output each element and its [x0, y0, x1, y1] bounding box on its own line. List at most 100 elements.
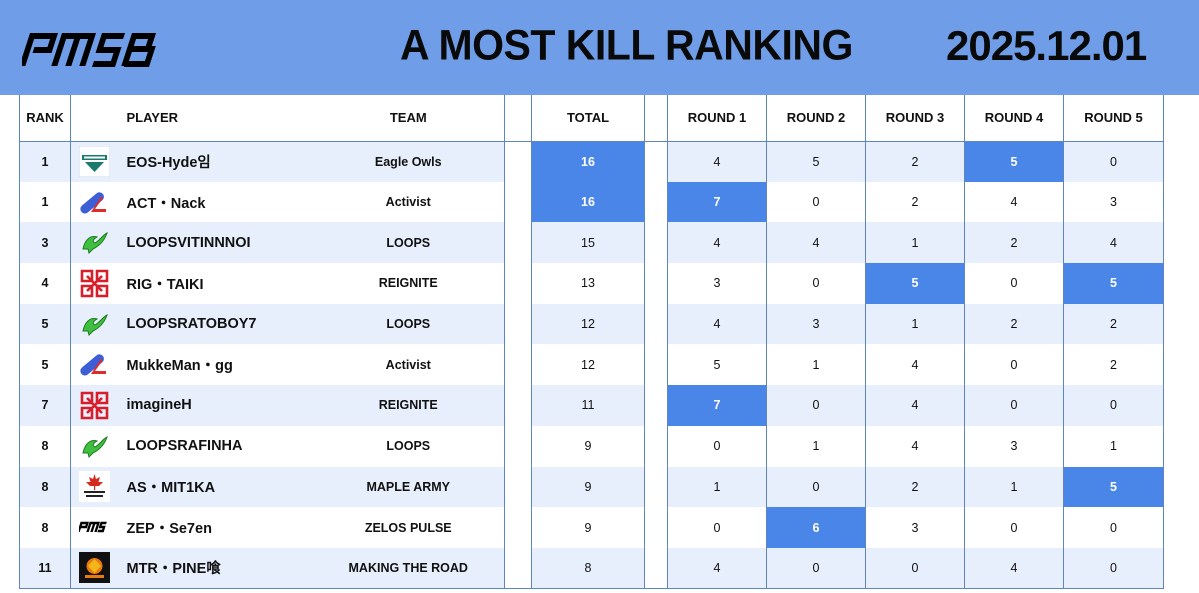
round-3-kills-cell: 4 — [866, 426, 965, 467]
column-gap — [645, 385, 668, 426]
eagle-owls-logo-icon — [71, 146, 119, 177]
round-4-kills-cell: 0 — [965, 263, 1064, 304]
rank-cell: 1 — [20, 141, 71, 182]
column-gap — [645, 467, 668, 508]
team-name: Activist — [313, 344, 505, 385]
team-logo-cell — [71, 507, 119, 548]
column-gap — [505, 507, 532, 548]
round-3-kills-cell: 3 — [866, 507, 965, 548]
round-3-kills-cell: 1 — [866, 222, 965, 263]
round-1-kills-cell: 4 — [668, 304, 767, 345]
total-kills-cell: 9 — [532, 426, 645, 467]
col-header-logo — [71, 95, 119, 141]
player-name: imagineH — [119, 385, 313, 426]
table-row: 11 MTR・PINE喰 MAKING THE ROAD 8 4 0 0 4 0 — [20, 548, 1164, 589]
column-gap — [645, 182, 668, 223]
round-5-kills-cell: 2 — [1064, 344, 1164, 385]
total-kills-cell: 9 — [532, 467, 645, 508]
round-4-kills-cell: 0 — [965, 385, 1064, 426]
round-1-kills-cell: 4 — [668, 548, 767, 589]
team-logo-cell — [71, 426, 119, 467]
table-row: 5 MukkeMan・gg Activist 12 5 1 4 0 2 — [20, 344, 1164, 385]
round-5-kills-cell: 4 — [1064, 222, 1164, 263]
total-kills-cell: 12 — [532, 344, 645, 385]
round-3-kills-cell: 4 — [866, 344, 965, 385]
team-name: LOOPS — [313, 304, 505, 345]
column-gap — [505, 141, 532, 182]
column-gap — [505, 548, 532, 589]
table-row: 1 EOS-Hyde임 Eagle Owls 16 4 5 2 5 0 — [20, 141, 1164, 182]
col-header-round4: ROUND 4 — [965, 95, 1064, 141]
team-logo-cell — [71, 182, 119, 223]
round-5-kills-cell: 3 — [1064, 182, 1164, 223]
header-banner: A MOST KILL RANKING 2025.12.01 — [0, 0, 1199, 95]
round-1-kills-cell: 0 — [668, 507, 767, 548]
round-1-kills-cell: 7 — [668, 182, 767, 223]
team-name: Activist — [313, 182, 505, 223]
round-5-kills-cell: 5 — [1064, 467, 1164, 508]
rank-cell: 11 — [20, 548, 71, 589]
making-the-road-logo-icon — [71, 552, 119, 583]
col-header-rank: RANK — [20, 95, 71, 141]
column-gap — [505, 467, 532, 508]
round-4-kills-cell: 1 — [965, 467, 1064, 508]
table-row: 7 imagineH REIGNITE 11 7 0 4 0 0 — [20, 385, 1164, 426]
column-gap — [505, 426, 532, 467]
col-header-total: TOTAL — [532, 95, 645, 141]
total-kills-cell: 15 — [532, 222, 645, 263]
team-logo-cell — [71, 304, 119, 345]
table-row: 4 RIG・TAIKI REIGNITE 13 3 0 5 0 5 — [20, 263, 1164, 304]
col-header-team: TEAM — [313, 95, 505, 141]
player-name: RIG・TAIKI — [119, 263, 313, 304]
round-3-kills-cell: 4 — [866, 385, 965, 426]
round-2-kills-cell: 0 — [767, 548, 866, 589]
total-kills-cell: 9 — [532, 507, 645, 548]
total-kills-cell: 16 — [532, 141, 645, 182]
player-name: ZEP・Se7en — [119, 507, 313, 548]
total-kills-cell: 12 — [532, 304, 645, 345]
column-gap — [505, 385, 532, 426]
player-name: LOOPSRAFINHA — [119, 426, 313, 467]
column-gap — [645, 344, 668, 385]
round-2-kills-cell: 5 — [767, 141, 866, 182]
rank-cell: 4 — [20, 263, 71, 304]
activist-logo-icon — [71, 187, 119, 218]
round-1-kills-cell: 5 — [668, 344, 767, 385]
team-name: Eagle Owls — [313, 141, 505, 182]
loops-logo-icon — [71, 309, 119, 340]
round-1-kills-cell: 7 — [668, 385, 767, 426]
round-2-kills-cell: 0 — [767, 467, 866, 508]
player-name: LOOPSVITINNNOI — [119, 222, 313, 263]
round-1-kills-cell: 4 — [668, 141, 767, 182]
rank-cell: 8 — [20, 426, 71, 467]
column-gap — [645, 507, 668, 548]
reignite-logo-icon — [71, 268, 119, 299]
round-2-kills-cell: 6 — [767, 507, 866, 548]
team-logo-cell — [71, 344, 119, 385]
loops-logo-icon — [71, 227, 119, 258]
round-3-kills-cell: 2 — [866, 141, 965, 182]
round-1-kills-cell: 0 — [668, 426, 767, 467]
col-header-player: PLAYER — [119, 95, 313, 141]
round-2-kills-cell: 0 — [767, 385, 866, 426]
column-gap — [505, 344, 532, 385]
round-3-kills-cell: 0 — [866, 548, 965, 589]
kill-ranking-table: RANK PLAYER TEAM TOTAL ROUND 1 ROUND 2 R… — [19, 95, 1164, 589]
team-logo-cell — [71, 385, 119, 426]
player-name: MukkeMan・gg — [119, 344, 313, 385]
team-name: REIGNITE — [313, 263, 505, 304]
team-logo-cell — [71, 467, 119, 508]
round-2-kills-cell: 0 — [767, 263, 866, 304]
column-gap — [645, 141, 668, 182]
column-gap — [505, 304, 532, 345]
table-row: 5 LOOPSRATOBOY7 LOOPS 12 4 3 1 2 2 — [20, 304, 1164, 345]
rank-cell: 3 — [20, 222, 71, 263]
col-header-round1: ROUND 1 — [668, 95, 767, 141]
round-5-kills-cell: 5 — [1064, 263, 1164, 304]
column-gap — [645, 548, 668, 589]
round-5-kills-cell: 2 — [1064, 304, 1164, 345]
round-3-kills-cell: 1 — [866, 304, 965, 345]
activist-logo-icon — [71, 349, 119, 380]
round-2-kills-cell: 0 — [767, 182, 866, 223]
table-row: 3 LOOPSVITINNNOI LOOPS 15 4 4 1 2 4 — [20, 222, 1164, 263]
